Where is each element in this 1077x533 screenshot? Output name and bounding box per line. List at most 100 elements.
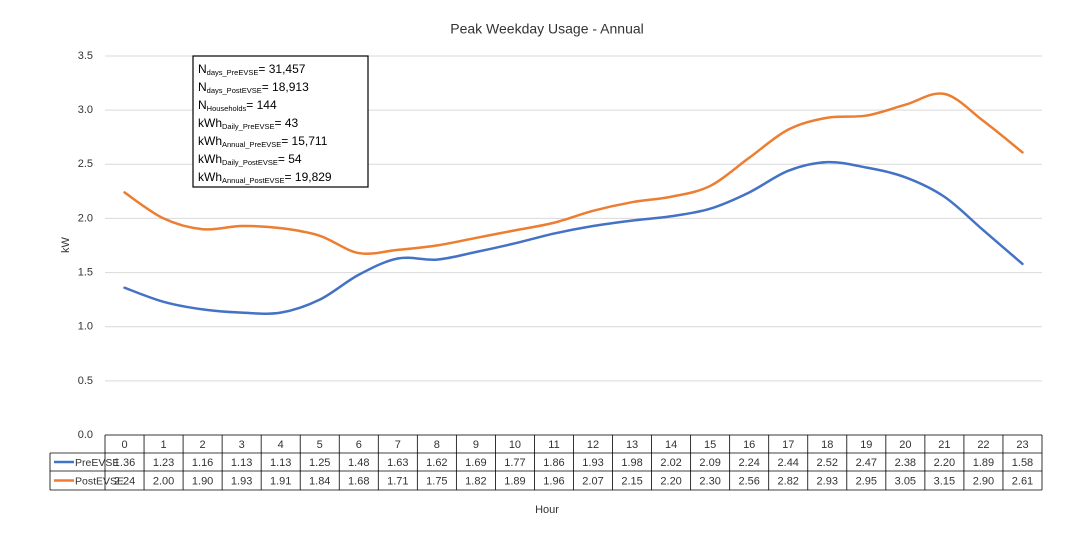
table-value: 1.86 [543, 457, 564, 469]
annotation-base: N [198, 98, 207, 112]
table-value: 1.98 [621, 457, 642, 469]
x-tick-label: 9 [473, 439, 479, 451]
table-value: 2.02 [660, 457, 681, 469]
x-tick-label: 19 [860, 439, 872, 451]
table-value: 1.58 [1012, 457, 1033, 469]
table-value: 2.95 [856, 475, 877, 487]
table-value: 2.20 [934, 457, 955, 469]
y-axis-label: kW [60, 236, 72, 253]
annotation-base: kWh [198, 152, 222, 166]
annotation-sub: Daily_PostEVSE [222, 158, 278, 167]
table-value: 2.52 [817, 457, 838, 469]
x-tick-label: 10 [509, 439, 521, 451]
table-value: 2.38 [895, 457, 916, 469]
x-tick-label: 6 [356, 439, 362, 451]
x-tick-label: 2 [200, 439, 206, 451]
annotation-value: = 43 [275, 116, 299, 130]
annotation-value: = 144 [246, 98, 277, 112]
x-tick-label: 4 [278, 439, 284, 451]
table-value: 1.89 [504, 475, 525, 487]
table-value: 2.82 [778, 475, 799, 487]
annotation-value: = 15,711 [281, 134, 327, 148]
x-tick-label: 8 [434, 439, 440, 451]
table-value: 2.61 [1012, 475, 1033, 487]
table-value: 2.56 [738, 475, 759, 487]
table-value: 2.00 [153, 475, 174, 487]
table-value: 2.44 [778, 457, 799, 469]
series-line [123, 160, 1024, 315]
chart-title: Peak Weekday Usage - Annual [450, 21, 644, 37]
table-value: 1.84 [309, 475, 330, 487]
x-tick-label: 14 [665, 439, 677, 451]
annotation-value: = 18,913 [262, 80, 309, 94]
annotation: kWhDaily_PreEVSE= 43 [198, 116, 299, 131]
table-value: 1.96 [543, 475, 564, 487]
x-axis-label: Hour [535, 504, 559, 516]
annotation-box [192, 55, 369, 188]
table-value: 1.71 [387, 475, 408, 487]
table-value: 1.63 [387, 457, 408, 469]
x-tick-label: 16 [743, 439, 755, 451]
table-value: 3.15 [934, 475, 955, 487]
table-value: 2.93 [817, 475, 838, 487]
annotation: Ndays_PostEVSE= 18,913 [198, 80, 309, 95]
table-value: 2.90 [973, 475, 994, 487]
annotation-value: = 31,457 [258, 62, 305, 76]
x-tick-label: 11 [548, 439, 559, 451]
table-value: 1.77 [504, 457, 525, 469]
table-value: 2.09 [699, 457, 720, 469]
annotation: kWhAnnual_PostEVSE= 19,829 [198, 170, 332, 185]
annotation-sub: days_PostEVSE [207, 86, 262, 95]
annotation-base: kWh [198, 170, 222, 184]
table-value: 1.48 [348, 457, 369, 469]
annotation-sub: Annual_PostEVSE [222, 176, 285, 185]
y-tick-label: 0.0 [78, 429, 93, 441]
table-value: 3.05 [895, 475, 916, 487]
table-value: 1.62 [426, 457, 447, 469]
annotation-value: = 19,829 [285, 170, 332, 184]
x-tick-label: 0 [121, 439, 127, 451]
x-tick-label: 15 [704, 439, 716, 451]
y-tick-label: 1.5 [78, 266, 93, 278]
x-tick-label: 17 [782, 439, 794, 451]
series-line [123, 92, 1024, 255]
annotation-base: kWh [198, 116, 222, 130]
table-value: 1.82 [465, 475, 486, 487]
table-value: 2.15 [621, 475, 642, 487]
annotation-base: N [198, 80, 207, 94]
table-value: 2.30 [699, 475, 720, 487]
table-value: 1.91 [270, 475, 291, 487]
annotation-base: kWh [198, 134, 222, 148]
table-value: 1.75 [426, 475, 447, 487]
table-value: 1.16 [192, 457, 213, 469]
y-tick-label: 0.5 [78, 375, 93, 387]
legend-label: PostEVSE [75, 475, 124, 487]
x-tick-label: 23 [1016, 439, 1028, 451]
y-tick-label: 1.0 [78, 321, 93, 333]
annotation-sub: Households [207, 104, 247, 113]
y-tick-label: 2.5 [78, 158, 93, 170]
x-tick-label: 7 [395, 439, 401, 451]
y-tick-label: 3.5 [78, 50, 93, 62]
x-tick-label: 13 [626, 439, 638, 451]
x-tick-label: 20 [899, 439, 911, 451]
table-value: 1.25 [309, 457, 330, 469]
table-value: 1.69 [465, 457, 486, 469]
table-value: 2.24 [738, 457, 759, 469]
annotation-sub: Daily_PreEVSE [222, 122, 275, 131]
annotation-value: = 54 [278, 152, 302, 166]
table-value: 2.24 [114, 475, 135, 487]
annotation: kWhDaily_PostEVSE= 54 [198, 152, 302, 167]
x-tick-label: 12 [587, 439, 599, 451]
annotation-sub: Annual_PreEVSE [222, 140, 281, 149]
annotation: kWhAnnual_PreEVSE= 15,711 [198, 134, 328, 149]
annotation-base: N [198, 62, 207, 76]
table-value: 1.93 [582, 457, 603, 469]
annotation-sub: days_PreEVSE [207, 68, 259, 77]
table-value: 1.23 [153, 457, 174, 469]
annotation: Ndays_PreEVSE= 31,457 [198, 62, 306, 77]
x-tick-label: 3 [239, 439, 245, 451]
x-tick-label: 22 [977, 439, 989, 451]
table-value: 1.90 [192, 475, 213, 487]
